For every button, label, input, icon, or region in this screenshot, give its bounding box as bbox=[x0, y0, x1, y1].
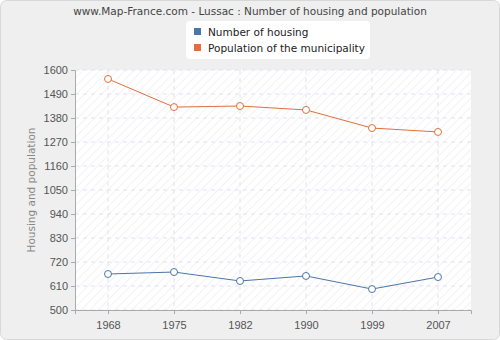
marker bbox=[435, 128, 442, 135]
tick-mark bbox=[71, 142, 75, 143]
axis-line bbox=[71, 71, 76, 311]
tick: 1050 bbox=[44, 184, 75, 196]
tick-mark bbox=[71, 70, 75, 71]
tick: 500 bbox=[50, 304, 75, 316]
tick-mark bbox=[240, 310, 241, 314]
tick: 1160 bbox=[44, 160, 75, 172]
series-line bbox=[108, 79, 438, 132]
marker bbox=[369, 125, 376, 132]
tick-mark bbox=[71, 286, 75, 287]
grid-line bbox=[75, 286, 471, 287]
tick-label: 1982 bbox=[228, 319, 252, 331]
chart: 500 610 720 830 940 1050 1160 1270 1380 1490 1600 1… bbox=[0, 0, 500, 340]
tick: 610 bbox=[50, 280, 75, 292]
tick-label: 1160 bbox=[44, 160, 68, 172]
marker bbox=[171, 104, 178, 111]
grid-line bbox=[75, 238, 471, 239]
tick: 940 bbox=[50, 208, 75, 220]
tick-label: 1968 bbox=[96, 319, 120, 331]
tick-label: 1050 bbox=[44, 184, 68, 196]
grid-line bbox=[75, 94, 471, 95]
marker bbox=[435, 274, 442, 281]
tick-label: 830 bbox=[50, 232, 68, 244]
legend-label: Number of housing bbox=[208, 26, 308, 38]
marker bbox=[105, 271, 112, 278]
title: www.Map-France.com - Lussac : Number of … bbox=[73, 5, 427, 17]
tick: 1600 bbox=[44, 64, 75, 76]
tick: 830 bbox=[50, 232, 75, 244]
tick-mark bbox=[438, 310, 439, 314]
grid-line bbox=[75, 70, 471, 71]
tick: 1490 bbox=[44, 88, 75, 100]
tick-label: 720 bbox=[50, 256, 68, 268]
marker bbox=[105, 75, 112, 82]
series-group bbox=[105, 75, 442, 292]
axis-line bbox=[76, 311, 472, 315]
grid-line bbox=[372, 70, 373, 310]
tick: 1999 bbox=[360, 310, 384, 331]
tick-label: 2007 bbox=[426, 319, 450, 331]
legend: Number of housing Population of the munic… bbox=[186, 21, 370, 59]
marker bbox=[171, 269, 178, 276]
grid-line bbox=[75, 118, 471, 119]
tick-mark bbox=[71, 310, 75, 311]
tick-mark bbox=[71, 214, 75, 215]
plot-area bbox=[75, 70, 471, 310]
tick-mark bbox=[71, 118, 75, 119]
tick-label: 1270 bbox=[44, 136, 68, 148]
tick-label: 1975 bbox=[162, 319, 186, 331]
tick-mark bbox=[71, 190, 75, 191]
y-axis: 500 610 720 830 940 1050 1160 1270 1380 1490 1600 bbox=[44, 64, 76, 316]
legend-box bbox=[186, 21, 370, 59]
tick-mark bbox=[71, 166, 75, 167]
x-axis: 1968 1975 1982 1990 1999 2007 bbox=[76, 310, 472, 331]
tick-label: 1990 bbox=[294, 319, 318, 331]
axis-title: Housing and population bbox=[25, 128, 37, 253]
grid-line bbox=[75, 190, 471, 191]
tick-label: 940 bbox=[50, 208, 68, 220]
tick-label: 1999 bbox=[360, 319, 384, 331]
tick: 1975 bbox=[162, 310, 186, 331]
series-line bbox=[108, 272, 438, 289]
tick-label: 1380 bbox=[44, 112, 68, 124]
tick: 1990 bbox=[294, 310, 318, 331]
legend-swatch bbox=[194, 44, 201, 51]
marker bbox=[303, 272, 310, 279]
legend-swatch bbox=[194, 28, 201, 35]
tick: 1968 bbox=[96, 310, 120, 331]
tick-label: 500 bbox=[50, 304, 68, 316]
grid-line bbox=[75, 214, 471, 215]
tick-mark bbox=[372, 310, 373, 314]
tick-label: 1600 bbox=[44, 64, 68, 76]
tick-label: 1490 bbox=[44, 88, 68, 100]
marker bbox=[303, 106, 310, 113]
tick-mark bbox=[306, 310, 307, 314]
tick-mark bbox=[71, 262, 75, 263]
tick: 2007 bbox=[426, 310, 450, 331]
marker bbox=[237, 277, 244, 284]
grid-line bbox=[75, 166, 471, 167]
tick: 1982 bbox=[228, 310, 252, 331]
tick: 1270 bbox=[44, 136, 75, 148]
legend-label: Population of the municipality bbox=[208, 42, 365, 54]
grid-line bbox=[75, 262, 471, 263]
tick: 720 bbox=[50, 256, 75, 268]
tick-mark bbox=[71, 238, 75, 239]
tick-mark bbox=[174, 310, 175, 314]
marker bbox=[369, 286, 376, 293]
grid-line bbox=[75, 142, 471, 143]
tick: 1380 bbox=[44, 112, 75, 124]
tick-mark bbox=[108, 310, 109, 314]
tick-mark bbox=[71, 94, 75, 95]
tick-label: 610 bbox=[50, 280, 68, 292]
grid bbox=[75, 70, 471, 310]
background bbox=[1, 1, 500, 340]
marker bbox=[237, 103, 244, 110]
